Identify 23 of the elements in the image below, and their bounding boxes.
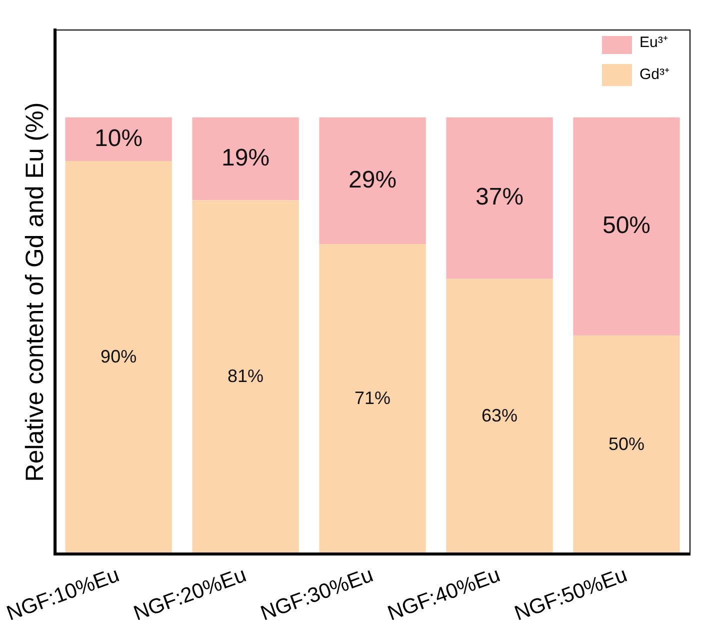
- y-axis-title: Relative content of Gd and Eu (%): [20, 102, 49, 482]
- legend-label: Gd³⁺: [640, 66, 670, 84]
- data-label: 90%: [100, 346, 137, 366]
- data-label: 50%: [602, 212, 651, 240]
- bar: [446, 278, 553, 554]
- data-label: 37%: [476, 184, 524, 211]
- data-label: 71%: [354, 388, 391, 408]
- data-label: 10%: [94, 124, 143, 152]
- bar: [192, 117, 299, 200]
- data-label: 29%: [348, 166, 397, 194]
- bar: [319, 117, 426, 244]
- data-label: 50%: [608, 434, 645, 454]
- data-label: 81%: [228, 366, 264, 386]
- bar: [319, 244, 426, 554]
- bar: [573, 336, 680, 554]
- data-label: 63%: [482, 405, 518, 426]
- legend-label: Eu³⁺: [640, 34, 668, 52]
- bar: [573, 117, 680, 336]
- bar: [65, 117, 172, 161]
- bar: [65, 161, 172, 554]
- bar: [192, 200, 299, 554]
- data-label: 19%: [222, 144, 270, 172]
- bar: [446, 117, 553, 279]
